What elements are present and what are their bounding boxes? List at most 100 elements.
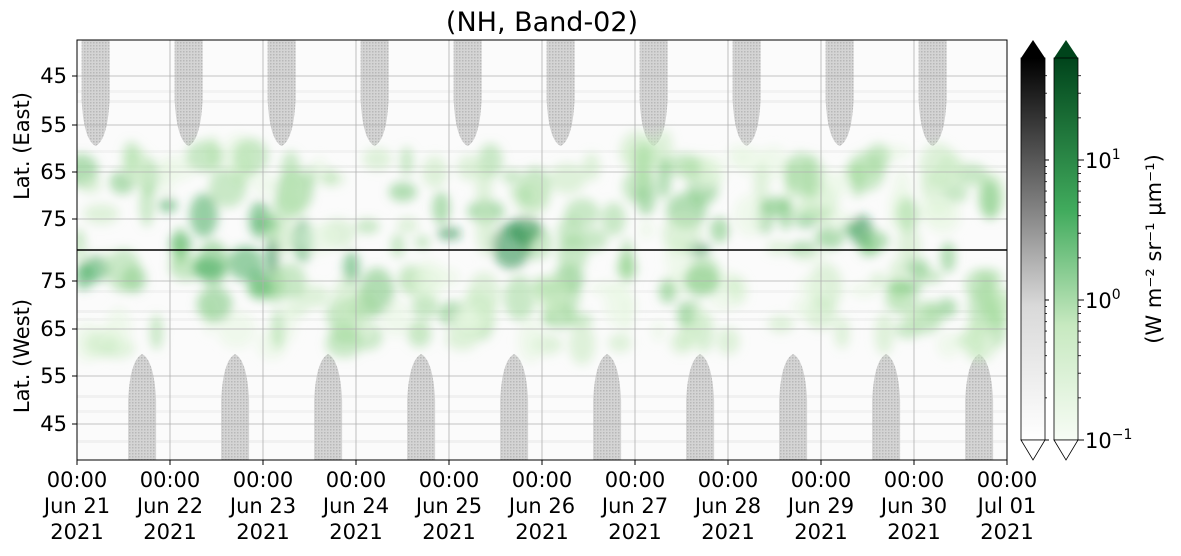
colorbar-tick-label: 10−1 (1085, 427, 1132, 453)
x-tick-label: 00:00 Jun 23 2021 (228, 468, 296, 544)
no-data-lobe (221, 354, 250, 460)
radiance-patch (517, 318, 545, 364)
radiance-patch (874, 312, 894, 355)
radiance-patch (955, 332, 983, 348)
radiance-patch (791, 296, 818, 319)
x-tick-label: 00:00 Jun 28 2021 (693, 468, 761, 544)
radiance-patch (870, 272, 887, 288)
radiance-patch (568, 323, 596, 365)
no-data-lobe (546, 40, 575, 146)
colorbar-label: (W m⁻² sr⁻¹ μm⁻¹) (1142, 154, 1166, 344)
y-tick-label: 55 (40, 364, 67, 388)
radiance-patch (698, 155, 727, 187)
radiance-patch (192, 257, 225, 280)
x-tick-label: 00:00 Jun 26 2021 (507, 468, 575, 544)
no-data-lobe (407, 354, 436, 460)
radiance-patch (814, 225, 845, 250)
radiance-patch (280, 171, 310, 218)
no-data-lobe (267, 40, 296, 146)
y-tick-label: 65 (40, 317, 67, 341)
radiance-patch (158, 197, 178, 213)
radiance-patch (150, 314, 163, 350)
no-data-lobe (593, 354, 622, 460)
no-data-lobe (686, 354, 715, 460)
radiance-patch (173, 226, 187, 260)
radiance-patch (77, 246, 91, 262)
radiance-patch (834, 316, 850, 349)
y-tick-label: 55 (40, 113, 67, 137)
y-axis-label-west: Lat. (West) (10, 299, 34, 413)
radiance-patch (920, 171, 947, 201)
radiance-patch (710, 217, 730, 243)
radiance-patch (797, 276, 823, 297)
radiance-patch (726, 277, 739, 295)
radiance-patch (760, 196, 790, 216)
radiance-patch (858, 230, 889, 252)
y-tick-label: 45 (40, 412, 67, 436)
radiance-patch (662, 214, 703, 255)
radiance-patch (209, 167, 247, 208)
radiance-patch (766, 241, 792, 255)
radiance-patch (312, 157, 328, 180)
no-data-lobe (639, 40, 668, 146)
radiance-patch (866, 143, 891, 170)
radiance-patch (936, 298, 958, 318)
no-data-lobe (500, 354, 529, 460)
radiance-patch (397, 217, 419, 234)
radiance-patch (83, 203, 120, 225)
radiance-patch (905, 258, 929, 277)
radiance-patch (924, 300, 937, 322)
radiance-patch (727, 144, 753, 166)
radiance-patch (885, 280, 923, 293)
x-tick-label: 00:00 Jun 27 2021 (600, 468, 668, 544)
radiance-patch (658, 279, 677, 304)
radiance-patch (896, 197, 919, 232)
y-axis: 45 55 65 75 75 65 55 45 (40, 64, 77, 436)
radiance-patch (979, 179, 1001, 220)
radiance-patch (332, 277, 360, 321)
no-data-lobe (918, 40, 947, 146)
radiance-patch (273, 263, 307, 300)
radiance-patch (475, 163, 493, 207)
x-axis: 00:00 Jun 21 2021 00:00 Jun 22 2021 00:00 Jun 2… (42, 460, 1037, 544)
radiance-patch (784, 158, 798, 193)
radiance-patch (382, 299, 411, 338)
radiance-patch (657, 156, 671, 200)
chart-title: (NH, Band-02) (446, 7, 638, 38)
radiance-patch (793, 250, 829, 264)
radiance-patch (753, 164, 769, 205)
x-tick-label: 00:00 Jun 24 2021 (321, 468, 389, 544)
radiance-patch (902, 308, 920, 326)
radiance-patch (298, 223, 338, 254)
no-data-lobe (314, 354, 343, 460)
radiance-patch (582, 152, 601, 181)
no-data-regions (81, 40, 994, 460)
radiance-patch (666, 153, 702, 178)
radiance-patch (457, 155, 482, 181)
radiance-patch (445, 327, 479, 351)
radiance-patch (283, 298, 297, 343)
radiance-patch (467, 272, 501, 316)
x-tick-label: 00:00 Jun 25 2021 (414, 468, 482, 544)
no-data-lobe (732, 40, 761, 146)
radiance-patch (400, 146, 414, 177)
no-data-lobe (779, 354, 808, 460)
no-data-lobe (872, 354, 901, 460)
heatmap-plot (77, 40, 1007, 460)
radiance-patch (247, 279, 278, 300)
radiance-patch (123, 141, 140, 174)
x-tick-label: 00:00 Jun 21 2021 (42, 468, 110, 544)
radiance-patch (262, 212, 281, 242)
radiance-patch (842, 222, 860, 236)
radiance-patch (79, 176, 102, 194)
radiance-patch (633, 144, 653, 183)
radiance-patch (139, 182, 154, 227)
radiance-patch (232, 138, 269, 175)
radiance-patch (295, 285, 331, 308)
radiance-patch (513, 179, 550, 216)
x-tick-label: 00:00 Jun 22 2021 (135, 468, 203, 544)
radiance-patch (411, 295, 440, 320)
radiance-patch (734, 194, 766, 237)
radiance-patch (98, 326, 119, 341)
radiance-patch (925, 198, 962, 234)
